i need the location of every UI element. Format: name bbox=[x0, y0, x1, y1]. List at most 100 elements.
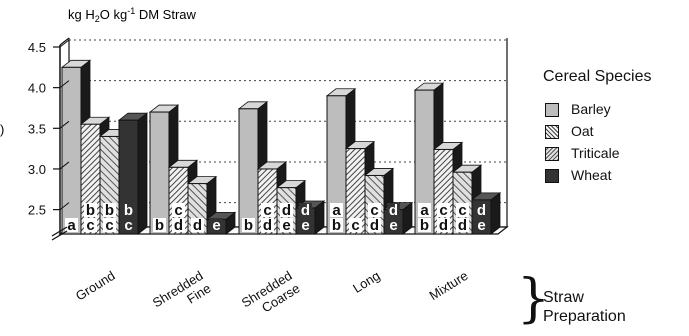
legend-label: Oat bbox=[571, 123, 594, 139]
letter-backdrop bbox=[103, 203, 116, 217]
significance-letter: b bbox=[86, 202, 95, 219]
legend-swatch bbox=[545, 103, 559, 117]
bar: de bbox=[275, 179, 307, 235]
significance-letter: c bbox=[458, 202, 466, 219]
significance-letter: b bbox=[155, 217, 164, 234]
y-tick-label: 4.0 bbox=[28, 81, 46, 96]
significance-letter: d bbox=[174, 217, 183, 234]
letter-backdrop bbox=[261, 218, 274, 232]
significance-letter: e bbox=[301, 217, 309, 234]
y-tick-connector bbox=[59, 120, 70, 129]
letter-backdrop bbox=[475, 203, 488, 217]
significance-letter: a bbox=[67, 217, 76, 234]
y-tick-label: 4.5 bbox=[28, 40, 46, 55]
significance-letter: b bbox=[244, 217, 253, 234]
significance-letter: d bbox=[193, 217, 202, 234]
letter-backdrop bbox=[456, 203, 469, 217]
significance-letter: e bbox=[212, 217, 220, 234]
letter-backdrop bbox=[210, 218, 223, 232]
brace: } bbox=[517, 269, 551, 329]
x-axis-label: Straw Preparation bbox=[543, 289, 626, 325]
significance-letter: c bbox=[263, 202, 271, 219]
significance-letter: c bbox=[370, 202, 378, 219]
significance-letter: e bbox=[282, 217, 290, 234]
significance-letter: c bbox=[174, 202, 182, 219]
letter-backdrop bbox=[330, 203, 343, 217]
significance-letter: d bbox=[301, 202, 310, 219]
letter-backdrop bbox=[153, 218, 166, 232]
bar: e bbox=[205, 211, 237, 235]
letter-backdrop bbox=[475, 218, 488, 232]
letter-backdrop bbox=[242, 218, 255, 232]
axis-break bbox=[51, 226, 68, 241]
letter-backdrop bbox=[387, 203, 400, 217]
significance-letter: d bbox=[458, 217, 467, 234]
y-tick-connector bbox=[59, 202, 70, 211]
letter-backdrop bbox=[368, 203, 381, 217]
y-tick-label: 2.5 bbox=[28, 203, 46, 218]
significance-letter: b bbox=[420, 217, 429, 234]
significance-letter: d bbox=[282, 202, 291, 219]
legend-swatch bbox=[545, 147, 559, 161]
legend-swatch bbox=[545, 169, 559, 183]
significance-letter: b bbox=[124, 202, 133, 219]
y-tick-connector bbox=[59, 80, 70, 89]
bar: de bbox=[382, 201, 414, 235]
y-tick-label: 3.5 bbox=[28, 121, 46, 136]
significance-letter: c bbox=[105, 217, 113, 234]
letter-backdrop bbox=[172, 218, 185, 232]
y-tick-label: 3.0 bbox=[28, 162, 46, 177]
legend-label: Barley bbox=[571, 101, 611, 117]
x-tick-labels: Ground ShreddedFine ShreddedCoarse Long Mixt… bbox=[73, 268, 471, 323]
significance-letter: b bbox=[105, 202, 114, 219]
letter-backdrop bbox=[280, 218, 293, 232]
legend-swatch bbox=[545, 125, 559, 139]
letter-backdrop bbox=[299, 218, 312, 232]
x-tick-label: Long bbox=[350, 268, 382, 296]
letter-backdrop bbox=[349, 218, 362, 232]
bar: cd bbox=[363, 167, 395, 235]
x-tick-label: Mixture bbox=[426, 268, 470, 303]
letter-backdrop bbox=[261, 203, 274, 217]
letter-backdrop bbox=[368, 218, 381, 232]
legend-label: Triticale bbox=[571, 145, 620, 161]
letter-backdrop bbox=[437, 218, 450, 232]
letter-backdrop bbox=[84, 203, 97, 217]
significance-letter: c bbox=[439, 202, 447, 219]
significance-letter: c bbox=[124, 217, 132, 234]
significance-letter: d bbox=[263, 217, 272, 234]
y-tick-connector bbox=[59, 39, 70, 48]
legend-title: Cereal Species bbox=[543, 68, 652, 85]
letter-backdrop bbox=[65, 218, 78, 232]
significance-letter: d bbox=[389, 202, 398, 219]
letter-backdrop bbox=[330, 218, 343, 232]
x-tick-label: ShreddedCoarse bbox=[239, 268, 303, 323]
letter-backdrop bbox=[122, 218, 135, 232]
x-tick-label: Ground bbox=[73, 268, 118, 304]
significance-letter: e bbox=[389, 217, 397, 234]
significance-letter: d bbox=[477, 202, 486, 219]
letter-backdrop bbox=[418, 218, 431, 232]
letter-backdrop bbox=[172, 203, 185, 217]
cut-label: ) bbox=[0, 122, 4, 137]
letter-backdrop bbox=[456, 218, 469, 232]
significance-letter: e bbox=[477, 217, 485, 234]
letter-backdrop bbox=[103, 218, 116, 232]
significance-letter: a bbox=[420, 202, 429, 219]
y-axis-label: kg H2O kg-1 DM Straw bbox=[68, 6, 197, 24]
x-tick-label: ShreddedFine bbox=[150, 268, 214, 323]
letter-backdrop bbox=[122, 203, 135, 217]
letter-backdrop bbox=[84, 218, 97, 232]
bar: bc bbox=[117, 112, 149, 235]
letter-backdrop bbox=[191, 218, 204, 232]
letter-backdrop bbox=[387, 218, 400, 232]
significance-letter: c bbox=[351, 217, 359, 234]
letter-backdrop bbox=[418, 203, 431, 217]
significance-letter: c bbox=[86, 217, 94, 234]
legend-label: Wheat bbox=[571, 167, 612, 183]
significance-letter: d bbox=[370, 217, 379, 234]
significance-letter: a bbox=[332, 202, 341, 219]
significance-letter: d bbox=[439, 217, 448, 234]
